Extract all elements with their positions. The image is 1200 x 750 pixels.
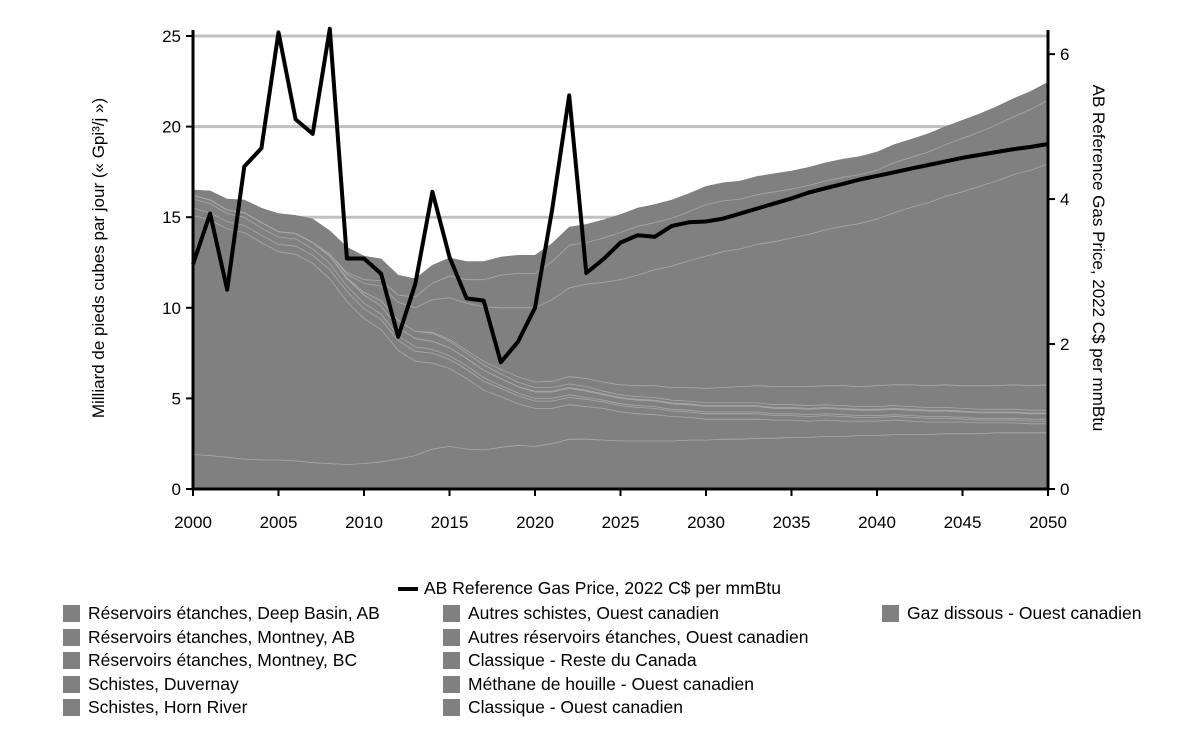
legend-swatch [63,675,80,693]
area-boundary [192,163,1049,309]
legend-label: Schistes, Horn River [88,697,248,718]
legend-swatch [63,605,80,623]
legend-item: Gaz dissous - Ouest canadien [882,602,1141,626]
legend-label: Réservoirs étanches, Montney, AB [88,626,356,647]
legend-item: Schistes, Horn River [63,696,380,720]
x-tick-label: 2030 [687,513,725,532]
y-tick-label: 20 [162,118,181,137]
legend-label: Réservoirs étanches, Montney, BC [88,650,358,671]
y2-tick-label: 6 [1060,45,1069,64]
legend-label: Autres réservoirs étanches, Ouest canadi… [468,626,809,647]
legend-label: Classique - Ouest canadien [468,697,683,718]
x-tick-label: 2035 [773,513,811,532]
area-boundary [192,207,1048,422]
legend-item: Réservoirs étanches, Montney, BC [63,649,380,673]
x-tick-label: 2045 [944,513,982,532]
legend-item: Schistes, Duvernay [63,673,380,697]
legend-line-swatch [398,586,418,591]
x-tick-label: 2040 [858,513,896,532]
legend-label: Gaz dissous - Ouest canadien [907,603,1142,624]
legend-swatch [882,605,899,623]
x-tick-label: 2025 [602,513,640,532]
y2-tick-label: 0 [1060,480,1069,499]
legend-swatch [443,605,460,623]
legend-swatch [63,699,80,717]
x-tick-label: 2050 [1029,513,1067,532]
price-line-group [191,26,1049,365]
area-boundary [192,99,1049,298]
legend-swatch [443,628,460,646]
legend-swatch [443,652,460,670]
legend-item: Autres réservoirs étanches, Ouest canadi… [443,626,808,650]
legend: AB Reference Gas Price, 2022 C$ per mmBt… [0,578,1200,748]
legend-swatch [443,675,460,693]
y2-tick-label: 2 [1060,335,1069,354]
legend-item: Méthane de houille - Ouest canadien [443,673,808,697]
legend-item: Autres schistes, Ouest canadien [443,602,808,626]
legend-label: AB Reference Gas Price, 2022 C$ per mmBt… [424,578,781,598]
legend-item-price-line: AB Reference Gas Price, 2022 C$ per mmBt… [398,578,781,599]
legend-column-3: Gaz dissous - Ouest canadien [882,602,1141,626]
x-tick-label: 2020 [516,513,554,532]
y-tick-label: 15 [162,208,181,227]
legend-item: Classique - Reste du Canada [443,649,808,673]
legend-label: Réservoirs étanches, Deep Basin, AB [88,603,380,624]
legend-swatch [63,628,80,646]
legend-swatch [63,652,80,670]
y-tick-label: 10 [162,299,181,318]
legend-label: Schistes, Duvernay [88,673,239,694]
y-axis-title: Milliard de pieds cubes par jour (« Gpi³… [89,98,108,418]
x-tick-label: 2005 [260,513,298,532]
x-tick-label: 2015 [431,513,469,532]
legend-swatch [443,699,460,717]
area-separators [192,99,1049,465]
legend-column-1: Réservoirs étanches, Deep Basin, AB Rése… [63,602,380,720]
area-boundary [192,432,1048,465]
legend-column-2: Autres schistes, Ouest canadien Autres r… [443,602,808,720]
axes [186,30,1055,496]
legend-item: Réservoirs étanches, Deep Basin, AB [63,602,380,626]
price-line [191,26,1049,365]
area-boundary [192,198,1048,420]
legend-item: Classique - Ouest canadien [443,696,808,720]
legend-label: Classique - Reste du Canada [468,650,697,671]
y-tick-label: 5 [172,389,181,408]
legend-item: Réservoirs étanches, Montney, AB [63,626,380,650]
y2-tick-label: 4 [1060,190,1069,209]
y-tick-label: 0 [172,480,181,499]
y2-axis-title: AB Reference Gas Price, 2022 C$ per mmBt… [1089,85,1108,432]
stacked-areas [192,81,1049,490]
area-boundary [192,195,1049,389]
legend-label: Autres schistes, Ouest canadien [468,603,719,624]
x-tick-label: 2010 [345,513,383,532]
legend-label: Méthane de houille - Ouest canadien [468,673,755,694]
area-boundary [192,215,1048,425]
x-tick-label: 2000 [174,513,212,532]
y-tick-label: 25 [162,27,181,46]
